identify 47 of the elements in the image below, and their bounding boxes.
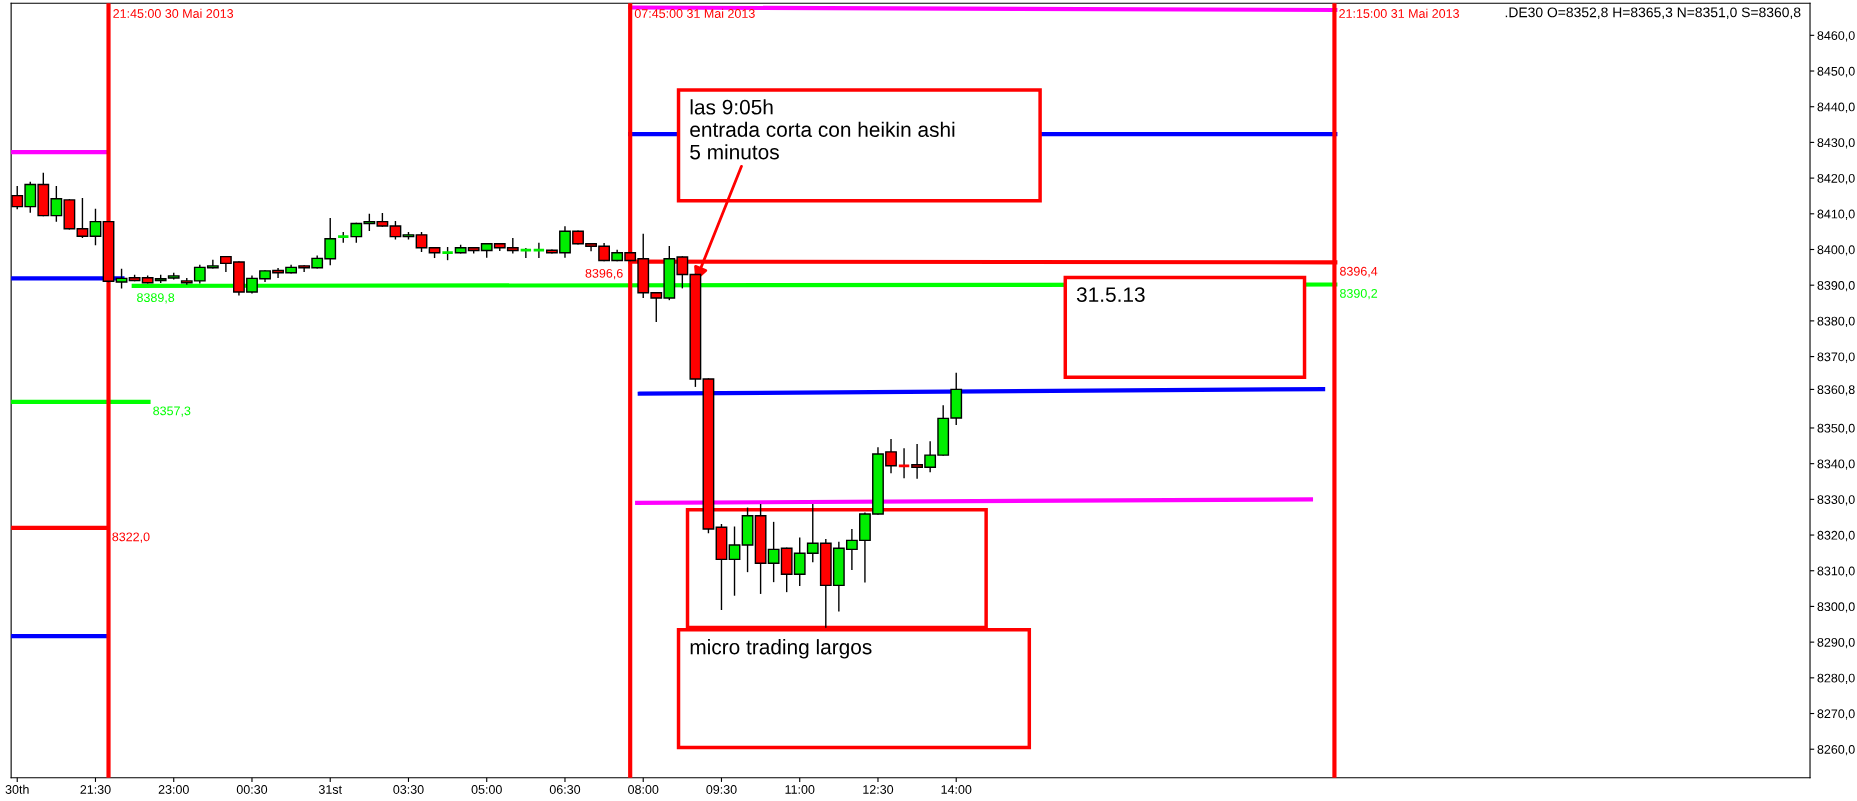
y-tick-label: 8290,0	[1817, 637, 1855, 649]
y-tick-label: 8450,0	[1817, 66, 1855, 78]
x-tick-label: 21:30	[80, 785, 111, 794]
ref-line-label: 21:15:00 31 Mai 2013	[1339, 8, 1459, 18]
x-tick-label: 23:00	[158, 785, 189, 794]
y-tick-label: 8300,0	[1817, 602, 1855, 613]
y-tick-label: 8410,0	[1817, 209, 1855, 220]
y-tick-label: 8310,0	[1817, 566, 1855, 577]
y-tick-label: 8380,0	[1817, 316, 1855, 328]
x-tick-label: 05:00	[471, 785, 502, 794]
annotation: 31.5.13	[1076, 287, 1145, 302]
y-tick-label: 8270,0	[1817, 709, 1855, 720]
y-tick-label: 8370,0	[1817, 352, 1855, 363]
ref-line-label: 21:45:00 30 Mai 2013	[113, 8, 234, 18]
annotation: las 9:05h entrada corta con heikin ashi 5 minutos	[690, 99, 955, 160]
x-tick-label: 11:00	[785, 785, 815, 794]
y-tick-label: 8330,0	[1817, 495, 1855, 506]
y-tick-label: 8390,0	[1817, 280, 1855, 292]
y-tick-label: 8280,0	[1817, 673, 1855, 684]
data-label: 8396,6	[585, 268, 623, 280]
y-tick-label: 8420,0	[1817, 173, 1855, 185]
x-tick-label: 31st	[318, 785, 342, 794]
data-label: 8389,8	[137, 293, 175, 304]
y-tick-label: 8460,0	[1817, 31, 1855, 42]
y-tick-label: 8260,0	[1817, 745, 1855, 756]
x-tick-label: 09:30	[706, 785, 737, 794]
x-tick-label: 06:30	[549, 785, 581, 794]
x-tick-label: 03:30	[393, 785, 424, 794]
chart-title: .DE30 O=8352,8 H=8365,3 N=8351,0 S=8360,8	[1505, 7, 1801, 19]
y-tick-label: 8430,0	[1817, 138, 1855, 149]
data-label: 8396,4	[1340, 266, 1378, 278]
x-tick-label: 00:30	[236, 785, 268, 794]
y-tick-label: 8440,0	[1817, 102, 1855, 113]
x-tick-label: 08:00	[628, 785, 659, 794]
data-label: 8390,2	[1340, 288, 1378, 300]
x-tick-label: 12:30	[863, 785, 894, 794]
y-tick-label: 8340,0	[1817, 459, 1855, 470]
x-tick-label: 14:00	[941, 785, 972, 794]
y-tick-label: 8320,0	[1817, 530, 1855, 542]
y-tick-label: 8360,8	[1817, 385, 1855, 396]
annotation: micro trading largos	[690, 639, 872, 659]
data-label: 8322,0	[112, 532, 150, 543]
y-tick-label: 8400,0	[1817, 245, 1855, 256]
ref-line-label: 07:45:00 31 Mai 2013	[634, 8, 755, 18]
x-tick-label: 30th	[5, 784, 29, 794]
data-label: 8357,3	[153, 406, 191, 417]
y-tick-label: 8350,0	[1817, 423, 1855, 435]
